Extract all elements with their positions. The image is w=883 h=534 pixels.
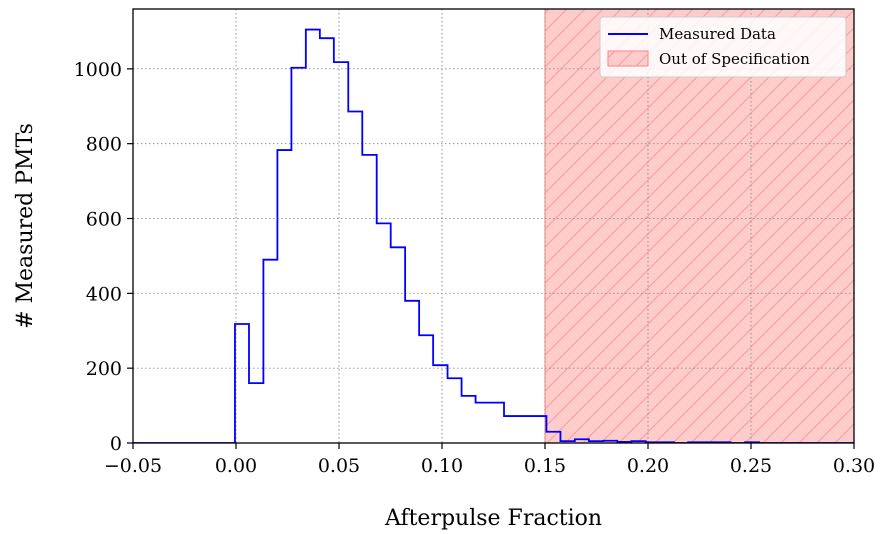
measured-data-step-line (133, 28, 854, 443)
y-tick-label: 800 (86, 134, 122, 156)
out-of-spec-region-layer (544, 9, 854, 443)
legend-box (599, 16, 847, 78)
x-tick-label: 0.00 (215, 455, 257, 477)
x-tick-label: 0.25 (730, 455, 772, 477)
out-of-spec-region-hatch (545, 9, 854, 443)
legend-measured-data-label: Measured Data (659, 25, 776, 43)
y-tick-label: 1000 (74, 59, 122, 81)
legend-out-of-spec-label: Out of Specification (659, 50, 810, 68)
series-layer (133, 28, 854, 443)
x-tick-label: 0.05 (318, 455, 360, 477)
y-tick-label: 400 (86, 283, 122, 305)
x-tick-label: −0.05 (104, 455, 162, 477)
plot-frame (132, 8, 855, 444)
x-axis-title: Afterpulse Fraction (384, 506, 602, 531)
y-axis-title: # Measured PMTs (13, 123, 38, 329)
legend: Measured Data Out of Specification (599, 16, 847, 78)
x-tick-label: 0.15 (524, 455, 566, 477)
legend-out-of-spec-swatch-hatch (608, 51, 648, 66)
y-tick-label: 200 (86, 358, 122, 380)
x-tick-label: 0.20 (627, 455, 669, 477)
y-tick-label: 600 (86, 209, 122, 231)
tick-layer: −0.05 0.00 0.05 0.10 0.15 0.20 0.25 0.30 0 200 400… (74, 59, 876, 477)
x-tick-label: 0.30 (833, 455, 875, 477)
x-tick-label: 0.10 (421, 455, 463, 477)
y-tick-label: 0 (110, 433, 122, 455)
